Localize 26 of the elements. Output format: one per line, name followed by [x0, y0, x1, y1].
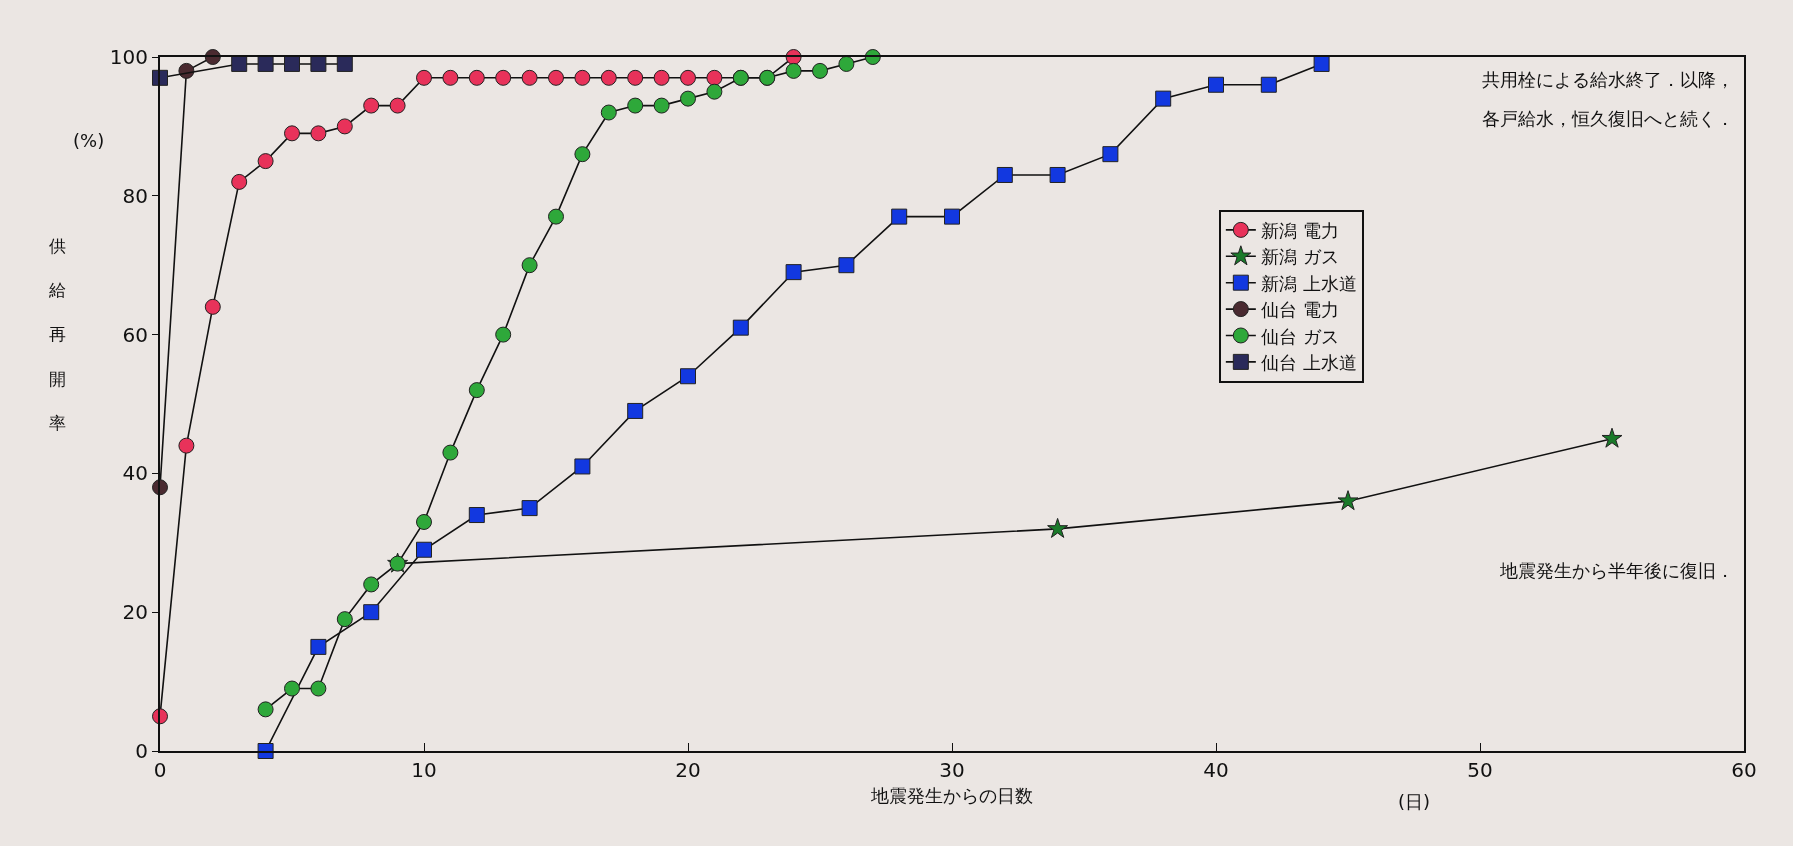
text: (日) — [1398, 791, 1431, 812]
legend-label: 新潟 ガス — [1260, 246, 1339, 268]
y-tick-label: 80 — [122, 183, 148, 208]
annotation: 各戸給水，恒久復旧へと続く． — [1482, 108, 1734, 129]
annotation: 共用栓による給水終了．以降， — [1482, 69, 1734, 90]
x-tick-label: 10 — [411, 758, 437, 782]
y-tick-label: 0 — [135, 739, 148, 763]
x-tick-label: 30 — [939, 758, 965, 782]
legend-label: 仙台 上水道 — [1260, 351, 1357, 373]
x-tick-label: 20 — [675, 758, 701, 782]
text: 供給再開率 — [49, 236, 66, 433]
x-axis-title: 地震発生からの日数 — [870, 784, 1033, 806]
legend-label: 新潟 電力 — [1260, 219, 1339, 241]
x-tick-label: 0 — [153, 758, 167, 782]
y-tick-label: 20 — [122, 600, 148, 625]
x-tick-label: 50 — [1467, 758, 1493, 782]
text: (%) — [73, 130, 105, 151]
y-tick-label: 100 — [109, 45, 148, 69]
legend-label: 新潟 上水道 — [1260, 272, 1357, 294]
y-tick-label: 40 — [122, 461, 148, 486]
legend-label: 仙台 ガス — [1260, 325, 1339, 347]
legend-label: 仙台 電力 — [1260, 299, 1339, 321]
annotation: 地震発生から半年後に復旧． — [1499, 560, 1734, 581]
y-tick-label: 60 — [122, 322, 148, 347]
x-tick-label: 40 — [1203, 758, 1229, 782]
x-tick-label: 60 — [1731, 758, 1757, 782]
